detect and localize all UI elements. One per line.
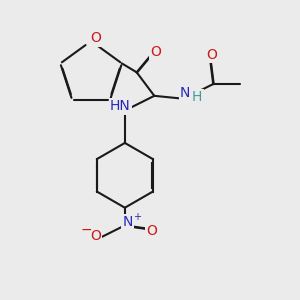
Text: O: O (206, 48, 217, 62)
Text: O: O (146, 224, 157, 238)
Text: O: O (150, 45, 161, 59)
Text: N: N (123, 215, 133, 230)
Text: −: − (80, 223, 92, 237)
Text: HN: HN (110, 99, 131, 113)
Text: O: O (90, 229, 101, 243)
Text: O: O (90, 31, 101, 45)
Text: H: H (192, 90, 202, 104)
Text: N: N (180, 86, 190, 100)
Text: +: + (133, 212, 141, 222)
